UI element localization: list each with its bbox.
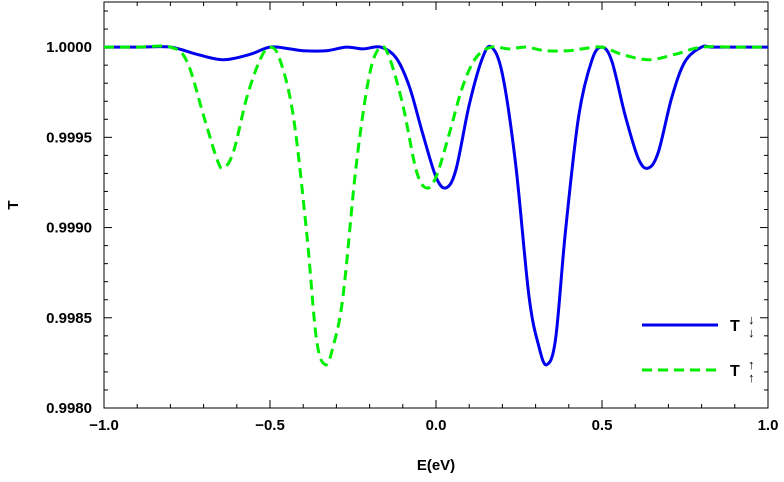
legend-spin-mark: ↑: [748, 370, 755, 385]
legend-label: T: [730, 318, 740, 335]
y-tick-label: 0.9990: [46, 220, 92, 237]
legend-spin-mark: ↓: [748, 325, 755, 340]
x-tick-label: −0.5: [255, 417, 285, 434]
plot-frame: [103, 1, 769, 409]
legend-label: T: [730, 363, 740, 380]
series-line-spin-down: [104, 44, 768, 367]
y-tick-label: 0.9995: [46, 129, 92, 146]
x-tick-label: 1.0: [758, 417, 779, 434]
y-axis-title: T: [5, 200, 22, 209]
x-tick-label: 0.0: [426, 417, 447, 434]
x-axis-title: E(eV): [417, 457, 455, 474]
x-tick-label: 0.5: [592, 417, 613, 434]
x-tick-label: −1.0: [89, 417, 119, 434]
axis-ticks: [103, 2, 769, 409]
y-tick-label: 1.0000: [46, 39, 92, 56]
legend-spin-mark: ↓: [748, 312, 755, 327]
series-group: [104, 44, 768, 367]
y-tick-label: 0.9985: [46, 310, 92, 327]
series-line-spin-up: [104, 44, 768, 367]
legend: T ↓↓ T ↑↑: [642, 312, 755, 385]
tick-labels: −1.0 −0.5 0.0 0.5 1.0 0.9980 0.9985 0.9990 0.999…: [46, 39, 778, 434]
y-tick-label: 0.9980: [46, 400, 92, 417]
legend-spin-mark: ↑: [748, 357, 755, 372]
